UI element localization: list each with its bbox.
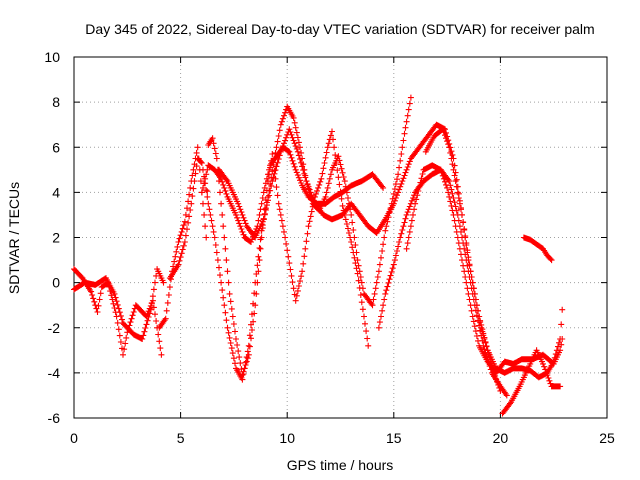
x-axis-title: GPS time / hours [287,457,394,473]
y-tick-label: 8 [52,94,60,110]
y-tick-label: 10 [44,49,60,65]
series-markers [375,166,510,399]
x-tick-label: 10 [279,430,295,446]
y-tick-label: 0 [52,275,60,291]
y-tick-label: 4 [52,184,60,200]
y-tick-label: -2 [48,320,61,336]
series-markers [71,266,167,342]
y-tick-label: -6 [48,410,61,426]
series-markers [198,144,387,245]
x-tick-label: 0 [70,430,78,446]
series-track-10 [499,347,564,417]
series-track-8 [403,162,566,376]
tick-labels: 0 5 10 15 20 25 -6 -4 -2 0 2 4 6 8 10 [44,49,615,446]
x-tick-label: 15 [386,430,402,446]
series-track-11 [520,234,555,264]
axis-ticks [73,56,608,419]
series-track-5 [198,144,387,245]
series-markers [403,162,566,376]
x-tick-label: 25 [599,430,615,446]
series-track-7 [375,166,510,399]
data-points [71,94,566,417]
y-tick-label: -4 [48,365,61,381]
x-tick-label: 5 [177,430,185,446]
x-tick-label: 20 [493,430,509,446]
series-track-3 [156,128,372,379]
y-tick-label: 2 [52,230,60,246]
y-axis-title: SDTVAR / TECUs [6,182,22,294]
series-markers [156,128,372,379]
series-track-2 [71,266,167,342]
y-tick-label: 6 [52,139,60,155]
series-markers [499,347,564,417]
series-markers [520,234,555,264]
chart-title: Day 345 of 2022, Sidereal Day-to-day VTE… [85,21,594,37]
